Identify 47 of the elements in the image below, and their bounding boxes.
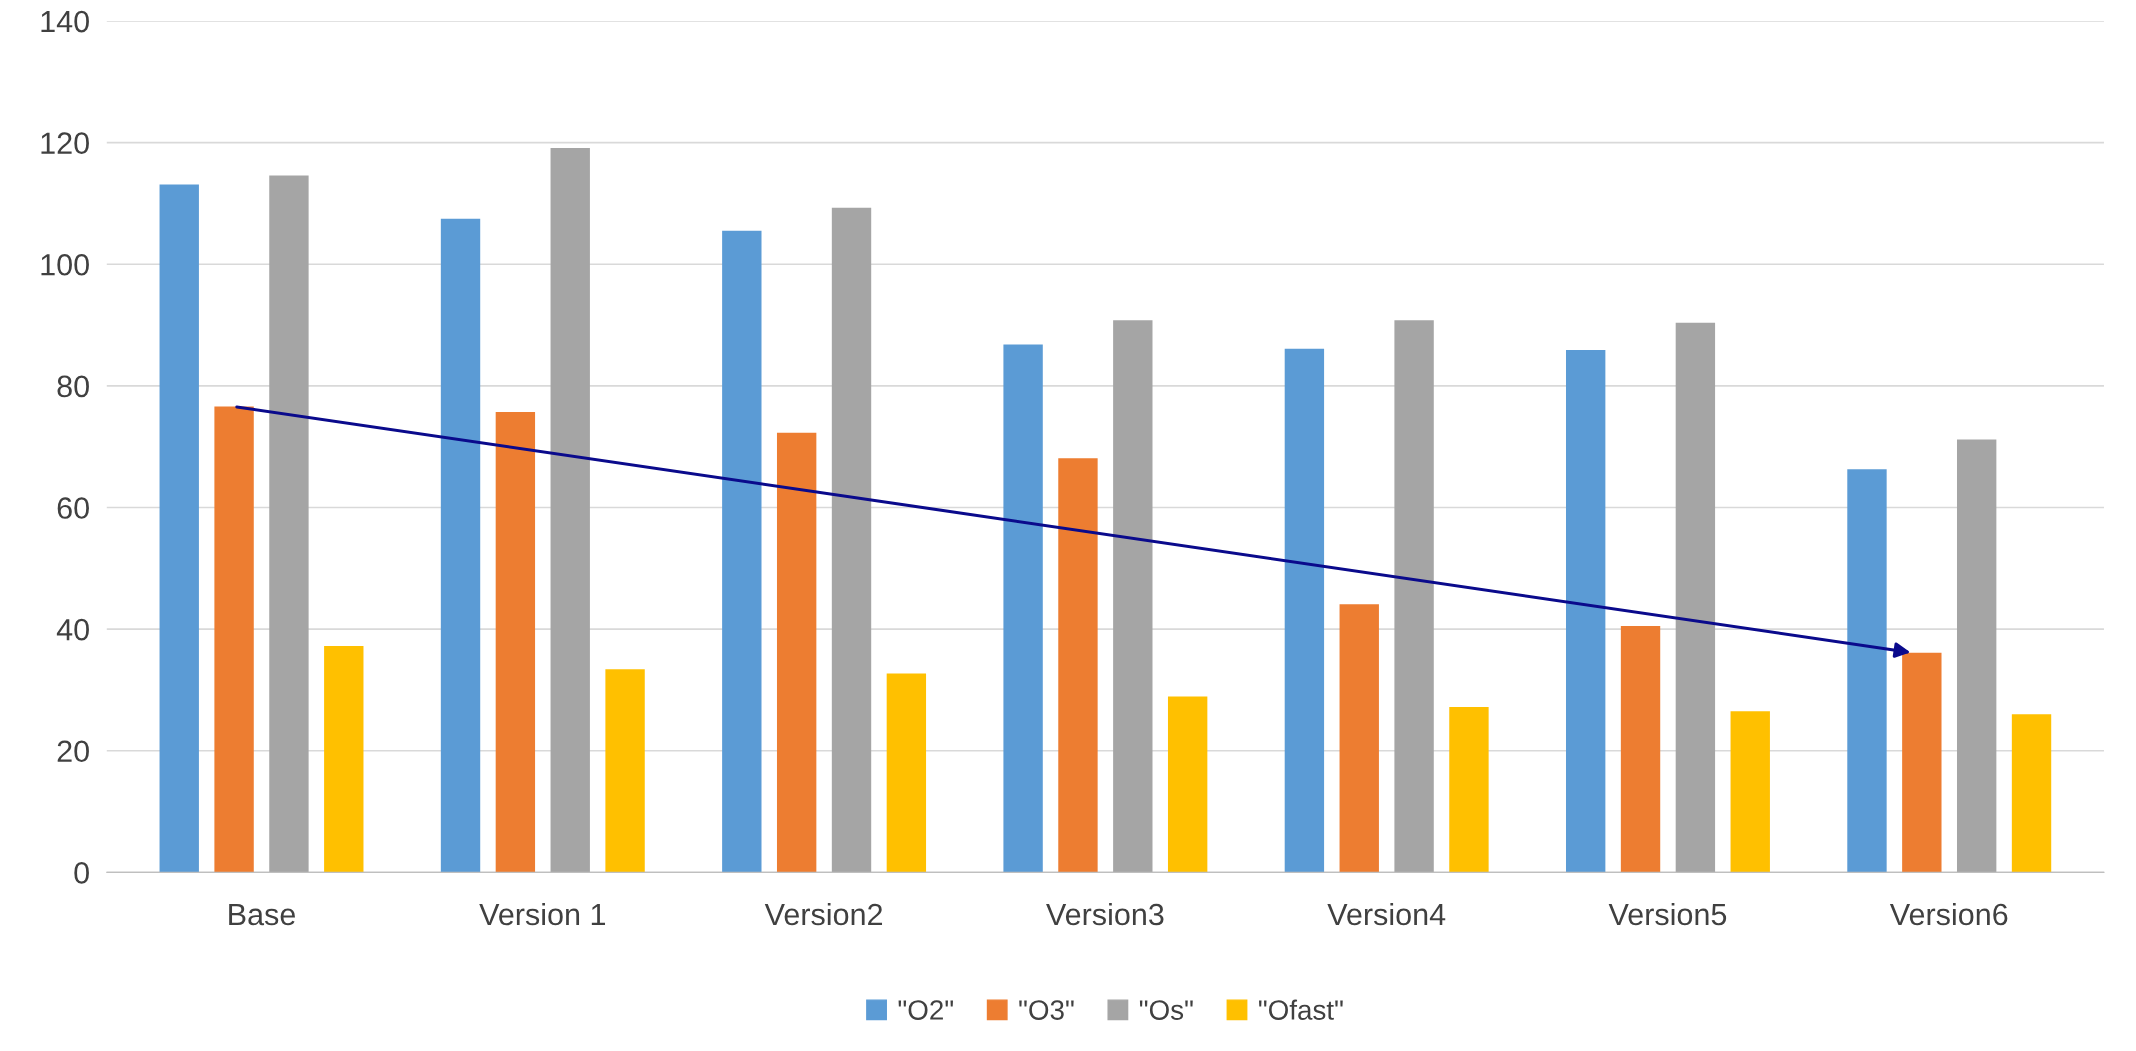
y-tick-label: 140	[41, 10, 89, 33]
bar	[776, 432, 817, 873]
bar	[1003, 344, 1043, 873]
x-tick-label: Version3	[1046, 902, 1164, 926]
y-tick-label: 20	[57, 740, 89, 763]
bar	[495, 412, 536, 873]
legend-label: "O3"	[1019, 1000, 1074, 1020]
bar	[1167, 696, 1208, 873]
bar	[1058, 458, 1098, 873]
y-tick-label: 80	[57, 375, 89, 398]
bar	[1339, 604, 1379, 873]
x-tick-label: Base	[229, 904, 295, 926]
x-tick-label: Version 1	[479, 902, 606, 926]
x-tick-label: Version5	[1608, 902, 1727, 926]
bar	[1284, 348, 1325, 873]
legend-label: "Ofast"	[1259, 999, 1343, 1020]
bar	[1847, 469, 1887, 873]
bar	[1956, 439, 1997, 873]
bar	[1565, 349, 1606, 873]
bar	[1394, 320, 1434, 873]
y-tick-label: 60	[57, 497, 89, 519]
bar	[440, 218, 481, 873]
bar	[722, 230, 762, 873]
bar	[1730, 711, 1770, 873]
y-tick-label: 40	[56, 618, 89, 641]
y-tick-label: 120	[41, 132, 89, 155]
legend-label: "Os"	[1139, 1000, 1193, 1020]
bar	[214, 406, 254, 873]
bar	[324, 646, 364, 873]
bar	[1113, 320, 1153, 873]
x-tick-label: Version4	[1327, 902, 1446, 926]
legend-label: "O2"	[898, 1000, 953, 1020]
bar	[2011, 714, 2052, 873]
bar	[550, 148, 590, 873]
bar	[605, 669, 645, 873]
bar	[1449, 706, 1489, 873]
y-tick-label: 0	[74, 862, 89, 884]
bar	[269, 175, 309, 873]
y-tick-label: 100	[41, 253, 89, 276]
bar	[1620, 626, 1661, 873]
bar	[886, 673, 927, 873]
bar	[1675, 322, 1716, 873]
x-tick-label: Version2	[764, 902, 883, 926]
bar	[1902, 652, 1942, 873]
bar	[159, 184, 199, 873]
bar	[831, 207, 872, 873]
x-tick-label: Version6	[1889, 902, 2008, 926]
